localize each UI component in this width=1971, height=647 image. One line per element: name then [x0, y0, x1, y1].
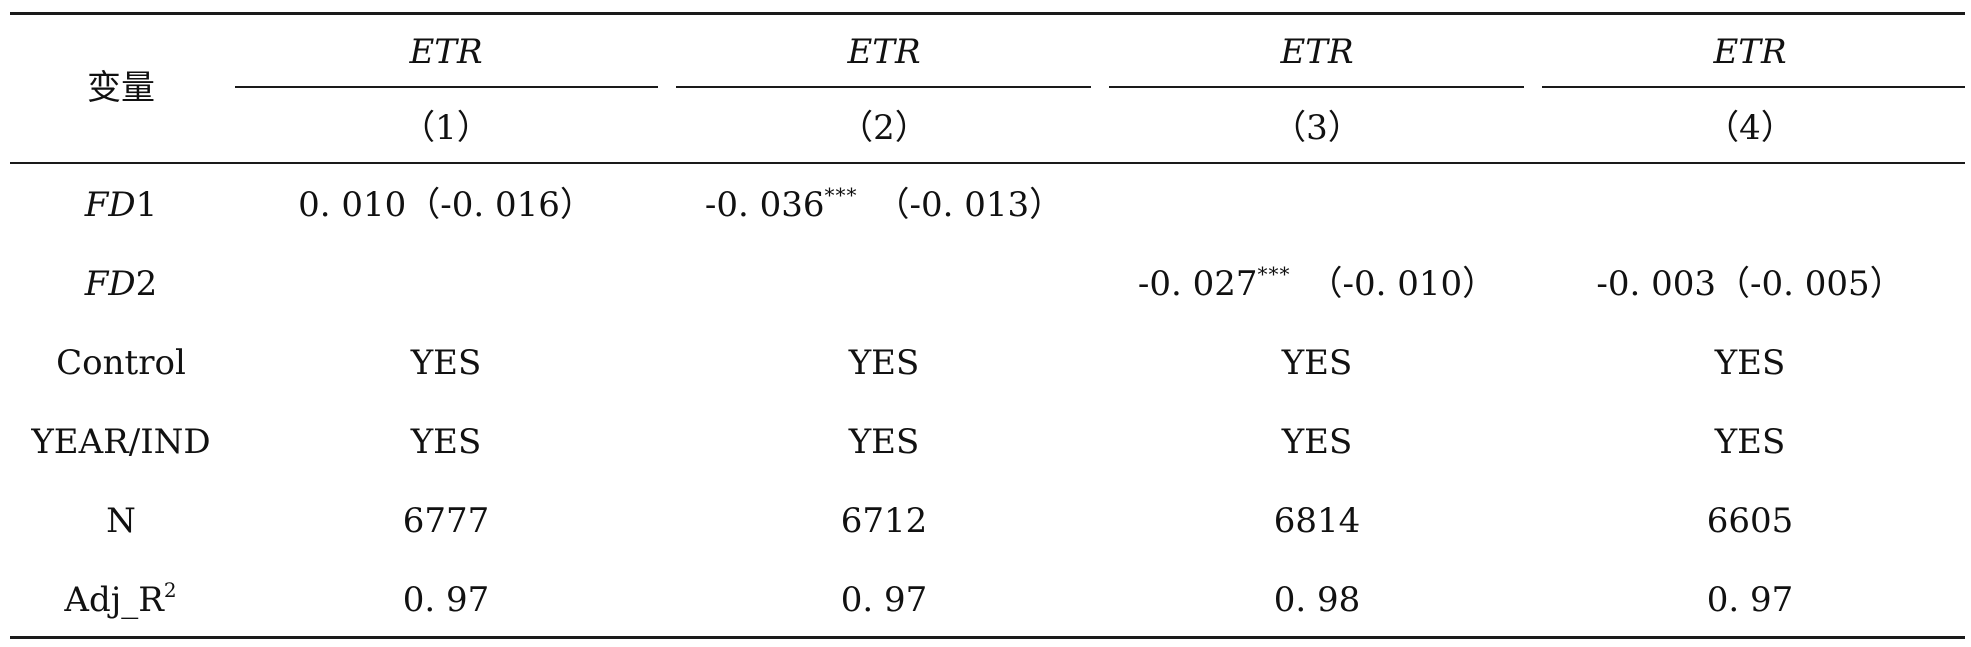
fd2-col-3-coef: -0. 027 [1137, 264, 1258, 304]
row-label-fd1-tail: 1 [135, 185, 158, 225]
column-1-dependent-var: ETR [409, 32, 483, 72]
adj-r2-col-3: 0. 98 [1273, 580, 1361, 620]
column-4-dependent-var: ETR [1713, 32, 1787, 72]
row-label-adj-r2-sup: 2 [163, 578, 178, 602]
row-label-adj-r2: Adj_R2 [64, 580, 177, 620]
table-top-rule [10, 12, 1965, 15]
column-4-number: （4） [1705, 108, 1795, 148]
column-3-number: （3） [1272, 108, 1362, 148]
column-1-subrule [235, 86, 658, 88]
year-ind-col-2: YES [848, 422, 920, 462]
row-label-fd1: FD1 [85, 188, 158, 222]
row-label-n: N [106, 501, 136, 541]
n-col-3: 6814 [1273, 501, 1361, 541]
column-3-dependent-var: ETR [1280, 32, 1354, 72]
fd1-col-2: -0. 036*** （-0. 013） [704, 185, 1064, 225]
row-label-fd2-tail: 2 [135, 264, 158, 304]
n-col-4: 6605 [1706, 501, 1794, 541]
row-label-control: Control [56, 343, 186, 383]
control-col-3: YES [1281, 343, 1353, 383]
n-col-1: 6777 [402, 501, 490, 541]
column-2-dependent-var: ETR [847, 32, 921, 72]
adj-r2-col-4: 0. 97 [1706, 580, 1794, 620]
control-col-4: YES [1714, 343, 1786, 383]
fd2-col-3-stars: *** [1257, 262, 1291, 286]
row-label-fd1-italic: FD [84, 185, 136, 225]
n-col-2: 6712 [840, 501, 928, 541]
adj-r2-col-1: 0. 97 [402, 580, 490, 620]
column-1-number: （1） [401, 108, 491, 148]
fd1-col-2-se: （-0. 013） [875, 185, 1064, 225]
control-col-2: YES [848, 343, 920, 383]
control-col-1: YES [410, 343, 482, 383]
fd1-col-2-stars: *** [824, 183, 858, 207]
row-label-year-ind: YEAR/IND [31, 422, 211, 462]
table-header-rule [10, 162, 1965, 164]
fd2-col-3: -0. 027*** （-0. 010） [1137, 264, 1497, 304]
fd1-col-2-coef: -0. 036 [704, 185, 825, 225]
row-label-fd2-italic: FD [84, 264, 136, 304]
column-3-subrule [1109, 86, 1524, 88]
fd2-col-4: -0. 003（-0. 005） [1596, 264, 1904, 304]
year-ind-col-1: YES [410, 422, 482, 462]
column-2-subrule [676, 86, 1091, 88]
fd2-col-3-se: （-0. 010） [1308, 264, 1497, 304]
column-4-subrule [1542, 86, 1965, 88]
fd1-col-1: 0. 010（-0. 016） [298, 185, 594, 225]
year-ind-col-3: YES [1281, 422, 1353, 462]
row-label-fd2: FD2 [85, 267, 158, 301]
year-ind-col-4: YES [1714, 422, 1786, 462]
adj-r2-col-2: 0. 97 [840, 580, 928, 620]
table-bottom-rule [10, 636, 1965, 639]
row-label-adj-r2-base: Adj_R [64, 580, 164, 620]
column-2-number: （2） [839, 108, 929, 148]
variable-header: 变量 [87, 68, 155, 108]
